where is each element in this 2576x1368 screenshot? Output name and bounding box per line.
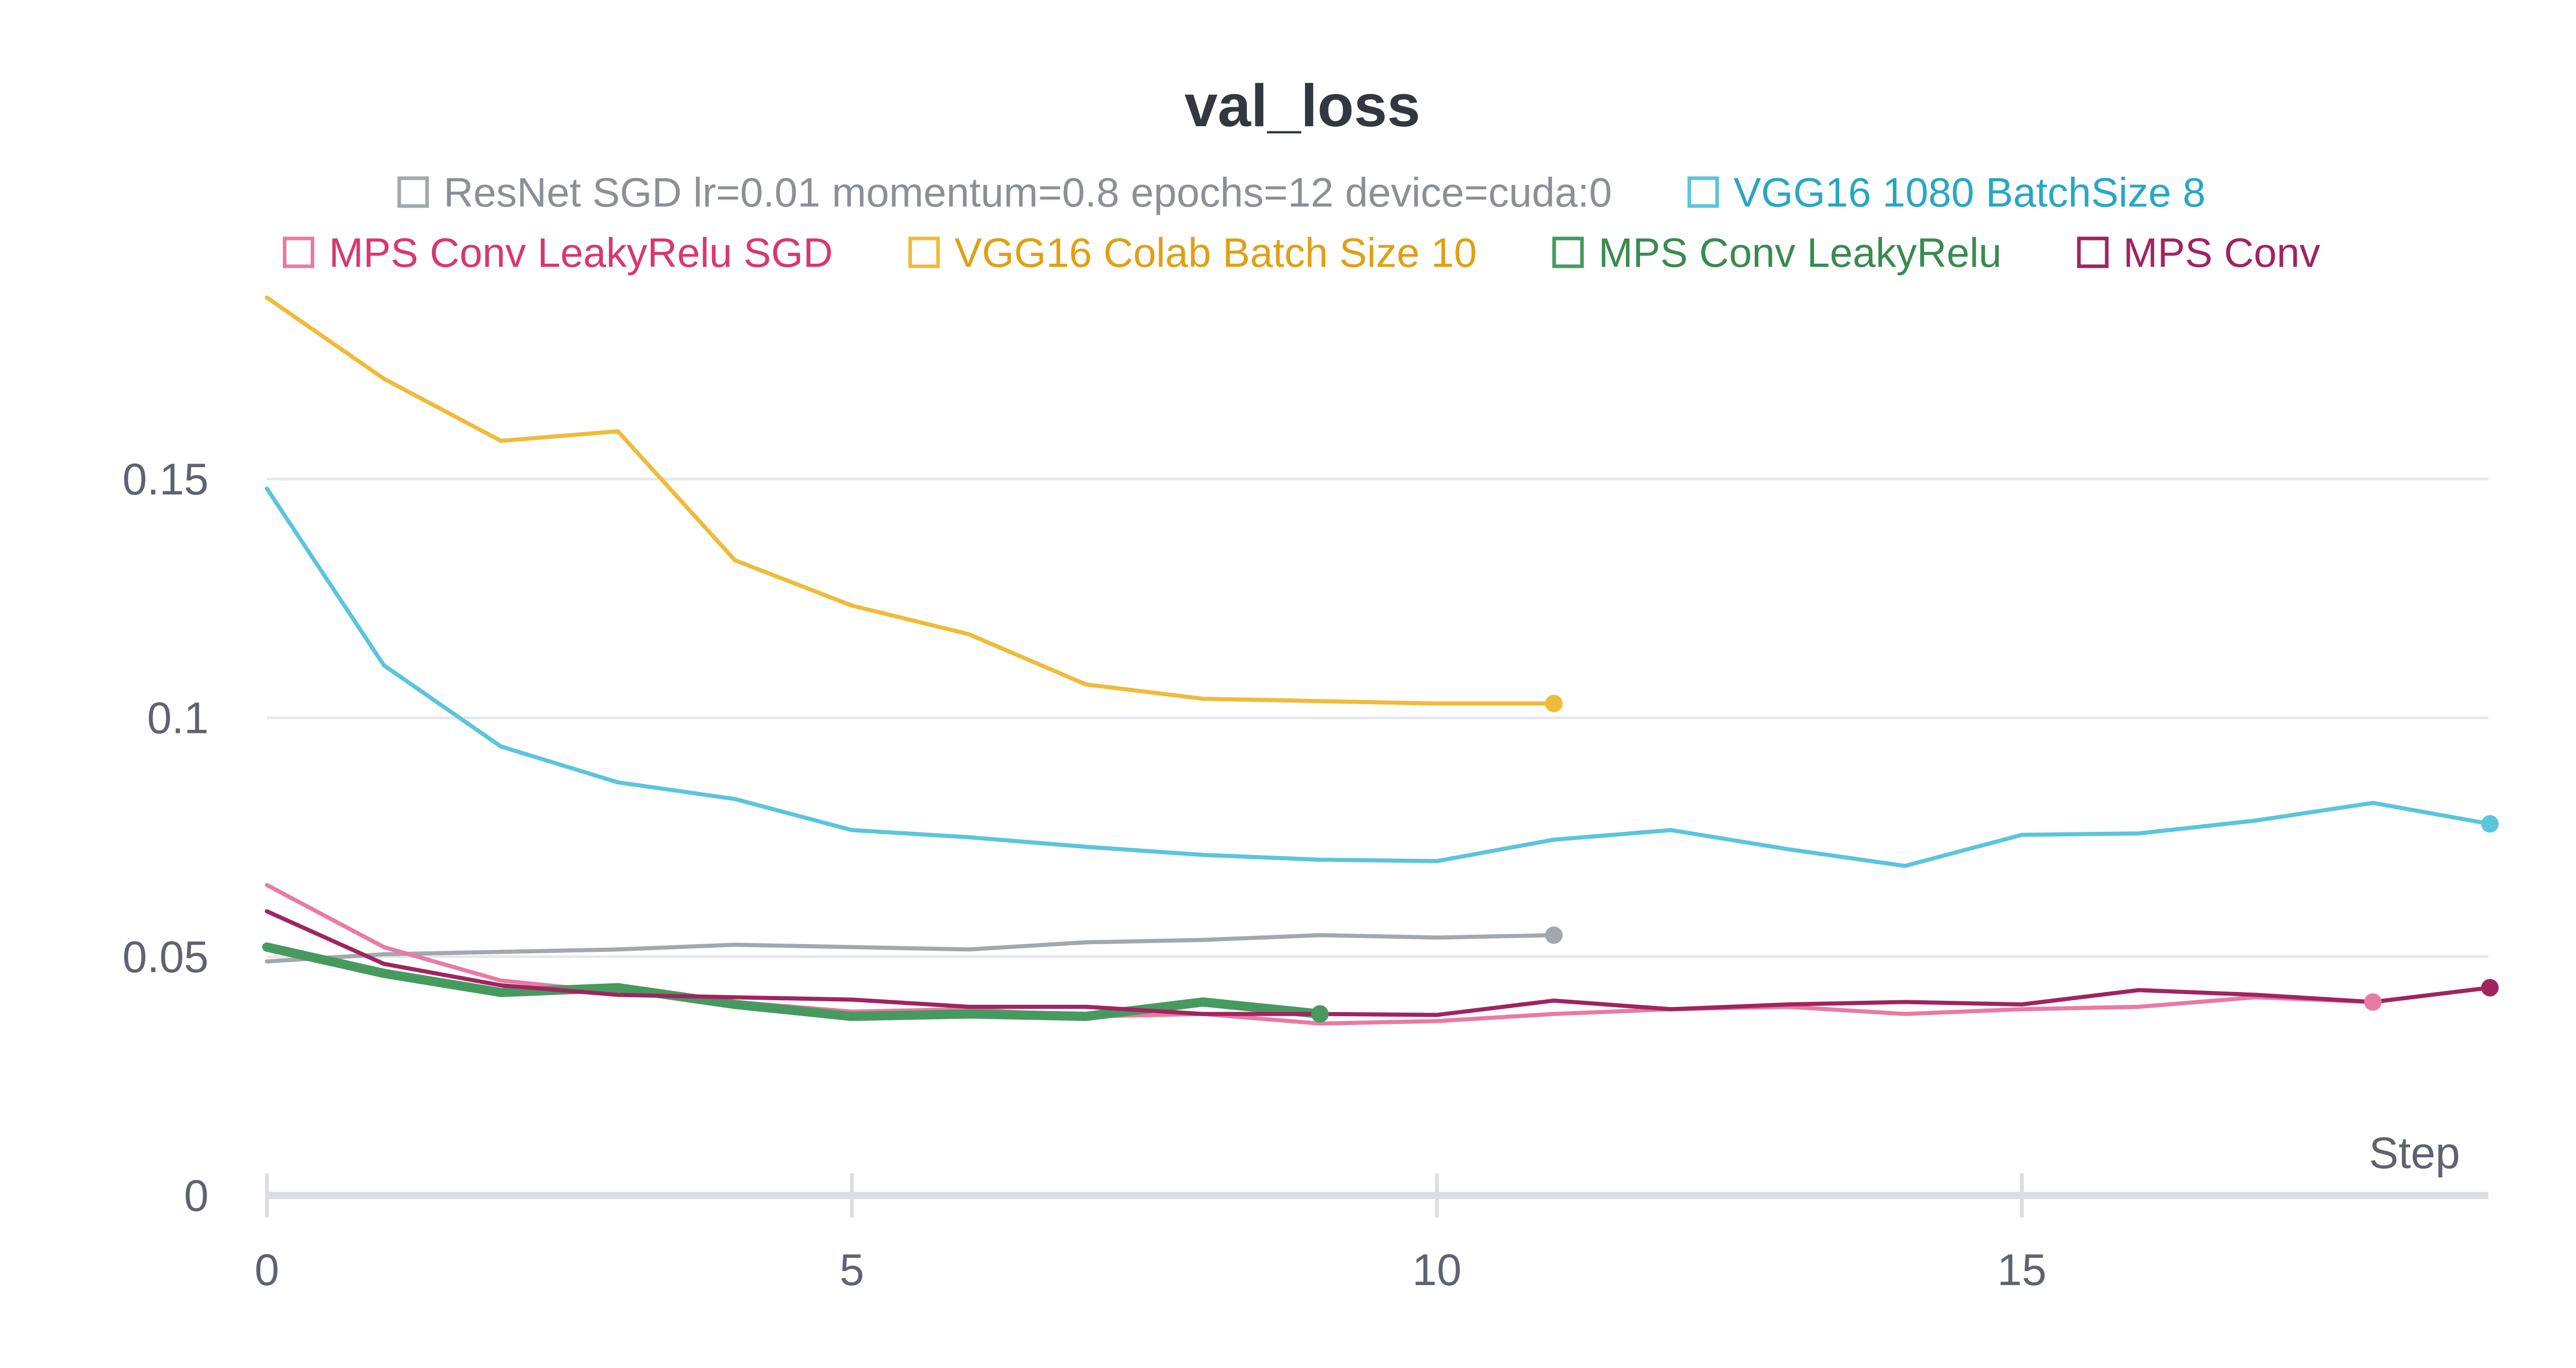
legend-item[interactable]: VGG16 Colab Batch Size 10 [908, 230, 1477, 276]
series-line-1 [265, 486, 2492, 868]
series-line-3 [265, 295, 1556, 706]
legend: ResNet SGD lr=0.01 momentum=0.8 epochs=1… [283, 169, 2320, 276]
series-end-point-1 [2481, 815, 2499, 833]
legend-label: MPS Conv [2123, 230, 2320, 276]
series-end-markers [1311, 694, 2499, 1023]
grid [267, 477, 2488, 958]
legend-item[interactable]: MPS Conv LeakyRelu SGD [283, 230, 833, 276]
x-tick-label: 0 [255, 1245, 279, 1295]
legend-label: VGG16 Colab Batch Size 10 [955, 230, 1477, 276]
legend-swatch [2077, 236, 2109, 268]
legend-swatch [397, 176, 429, 208]
legend-item[interactable]: VGG16 1080 BatchSize 8 [1687, 169, 2206, 215]
legend-swatch [1687, 176, 1719, 208]
legend-swatch [1552, 236, 1584, 268]
series-line-2 [265, 883, 2375, 1026]
legend-swatch [283, 236, 314, 268]
series-end-point-4 [1311, 1005, 1329, 1023]
y-axis: 0 0.05 0.1 0.15 [123, 455, 209, 1221]
series-end-point-5 [2481, 979, 2499, 997]
legend-label: MPS Conv LeakyRelu [1599, 230, 2002, 276]
series-line-0 [265, 933, 1556, 964]
series-end-point-0 [1545, 926, 1563, 944]
series-line-5 [265, 909, 2492, 1017]
x-axis: 0 5 10 15 [255, 1173, 2488, 1295]
legend-label: MPS Conv LeakyRelu SGD [329, 230, 833, 276]
series-lines [262, 295, 2492, 1026]
legend-label: ResNet SGD lr=0.01 momentum=0.8 epochs=1… [444, 169, 1612, 215]
chart-title: val_loss [1184, 72, 1420, 139]
series-end-point-3 [1545, 694, 1563, 712]
y-tick-label: 0.05 [123, 932, 209, 982]
y-tick-label: 0.15 [123, 455, 209, 504]
x-tick-label: 5 [840, 1245, 865, 1295]
x-tick-label: 10 [1412, 1245, 1462, 1295]
legend-item[interactable]: MPS Conv [2077, 230, 2320, 276]
x-tick-label: 15 [1997, 1245, 2047, 1295]
y-tick-label: 0.1 [147, 694, 209, 743]
legend-item[interactable]: MPS Conv LeakyRelu [1552, 230, 2002, 276]
legend-label: VGG16 1080 BatchSize 8 [1734, 169, 2206, 215]
legend-swatch [908, 236, 940, 268]
series-end-point-2 [2364, 993, 2382, 1011]
y-tick-label: 0 [184, 1171, 209, 1221]
legend-item[interactable]: ResNet SGD lr=0.01 momentum=0.8 epochs=1… [397, 169, 1612, 215]
x-axis-label: Step [2369, 1128, 2460, 1178]
